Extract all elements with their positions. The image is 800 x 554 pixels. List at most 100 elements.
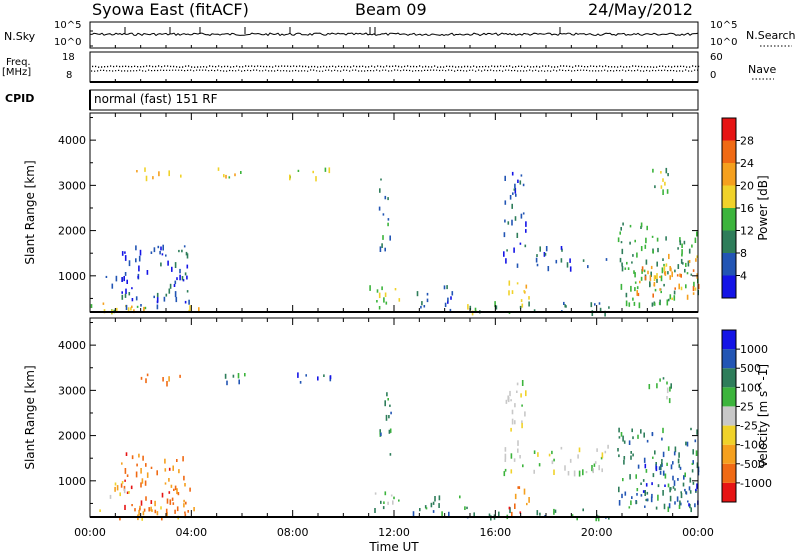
velocity-cell-250 [623, 456, 626, 460]
power-cell-322 [669, 294, 672, 300]
velocity-cell-200 [536, 510, 539, 516]
power-cell-219 [547, 266, 550, 272]
velocity-cell-172 [511, 409, 514, 415]
cpid-text: normal (fast) 151 RF [94, 92, 218, 106]
velocity-cell-284 [640, 429, 642, 434]
velocity-cell-179 [510, 399, 512, 402]
velocity-cell-282 [667, 446, 670, 451]
power-cell-359 [671, 297, 673, 300]
velocity-cell-43 [177, 492, 180, 496]
velocity-cell-64 [170, 484, 173, 488]
velocity-cell-227 [578, 447, 581, 453]
power-cell-286 [636, 252, 638, 258]
velocity-cell-142 [412, 511, 415, 517]
power-cell-372 [660, 171, 662, 174]
power-cell-335 [650, 265, 653, 270]
velocity-cell-35 [144, 480, 147, 486]
velocity-cell-196 [516, 390, 518, 393]
velocity-cell-373 [680, 502, 682, 506]
velocity-cell-52 [136, 463, 138, 467]
power-cell-0 [90, 304, 93, 308]
power-cell-54 [181, 249, 183, 253]
velocity-cell-359 [637, 464, 640, 469]
power-cell-123 [369, 285, 371, 291]
velocity-cell-353 [642, 479, 645, 482]
power-cell-77 [156, 297, 159, 303]
velocity-colorbar-swatch-5 [722, 387, 736, 407]
velocity-cell-346 [642, 490, 645, 493]
velocity-cell-203 [597, 515, 600, 522]
freq-unit: [MHz] [2, 67, 32, 78]
power-cell-67 [131, 298, 134, 302]
power-cell-137 [423, 305, 426, 308]
velocity-cell-383 [659, 378, 661, 382]
power-cell-16 [127, 307, 130, 312]
velocity-cell-226 [551, 450, 553, 455]
power-cell-36 [184, 272, 187, 276]
velocity-cell-245 [635, 474, 637, 479]
power-cell-274 [691, 244, 693, 248]
velocity-cell-384 [666, 381, 668, 385]
velocity-cell-209 [576, 516, 578, 521]
power-cell-231 [619, 257, 622, 263]
power-cell-350 [649, 275, 652, 281]
velocity-cb-label-7: 1000 [740, 343, 768, 356]
power-cell-1 [102, 302, 105, 305]
power-cell-296 [631, 261, 633, 264]
velocity-cb-label-0: -1000 [740, 477, 772, 490]
velocity-cell-356 [655, 466, 658, 472]
nsky-trace [89, 32, 699, 37]
velocity-cell-84 [109, 494, 112, 499]
velocity-cell-105 [329, 375, 332, 380]
power-cell-18 [165, 254, 167, 257]
velocity-cell-13 [151, 509, 153, 512]
velocity-cell-280 [622, 435, 624, 442]
power-cell-215 [535, 257, 538, 263]
power-cell-25 [173, 284, 176, 287]
power-cell-94 [145, 175, 148, 182]
velocity-cell-301 [629, 474, 631, 480]
power-cell-127 [385, 301, 388, 305]
velocity-cell-222 [577, 454, 579, 459]
power-cell-174 [522, 183, 525, 187]
velocity-cell-110 [389, 453, 392, 456]
power-cell-313 [620, 283, 623, 290]
velocity-cell-287 [662, 490, 664, 496]
power-cell-342 [676, 274, 679, 277]
velocity-cell-366 [645, 498, 647, 502]
power-cell-155 [495, 305, 498, 310]
power-cell-321 [634, 287, 636, 292]
power-cell-41 [169, 283, 172, 289]
velocity-colorbar-title: Velocity [m s^-1] [756, 364, 770, 468]
velocity-cell-293 [643, 457, 646, 463]
power-cell-90 [168, 170, 170, 177]
velocity-cell-17 [141, 516, 143, 521]
velocity-cb-label-1: -500 [740, 458, 765, 471]
x-tick-label-5: 20:00 [581, 526, 613, 539]
power-cell-263 [649, 281, 651, 288]
velocity-cell-124 [387, 501, 389, 505]
velocity-cb-label-6: 500 [740, 362, 761, 375]
velocity-cell-42 [176, 506, 179, 512]
power-cell-256 [629, 241, 631, 245]
velocity-cell-148 [488, 513, 491, 517]
power-cell-111 [389, 235, 391, 241]
velocity-cell-221 [582, 469, 584, 476]
velocity-cell-140 [419, 508, 421, 512]
velocity-cell-91 [162, 377, 164, 382]
power-cell-184 [520, 213, 523, 219]
power-cell-208 [604, 310, 606, 317]
velocity-cell-178 [504, 447, 507, 452]
power-cell-99 [228, 176, 231, 179]
velocity-cell-244 [631, 496, 633, 499]
velocity-cell-157 [508, 506, 511, 510]
power-cell-295 [685, 262, 687, 267]
freq-trace [92, 65, 700, 68]
power-cell-98 [225, 174, 227, 179]
power-cell-119 [387, 222, 389, 227]
velocity-cell-305 [652, 456, 654, 459]
velocity-cell-248 [678, 504, 681, 509]
velocity-cell-229 [553, 458, 555, 462]
power-cell-279 [632, 297, 634, 301]
velocity-cell-99 [238, 379, 240, 385]
